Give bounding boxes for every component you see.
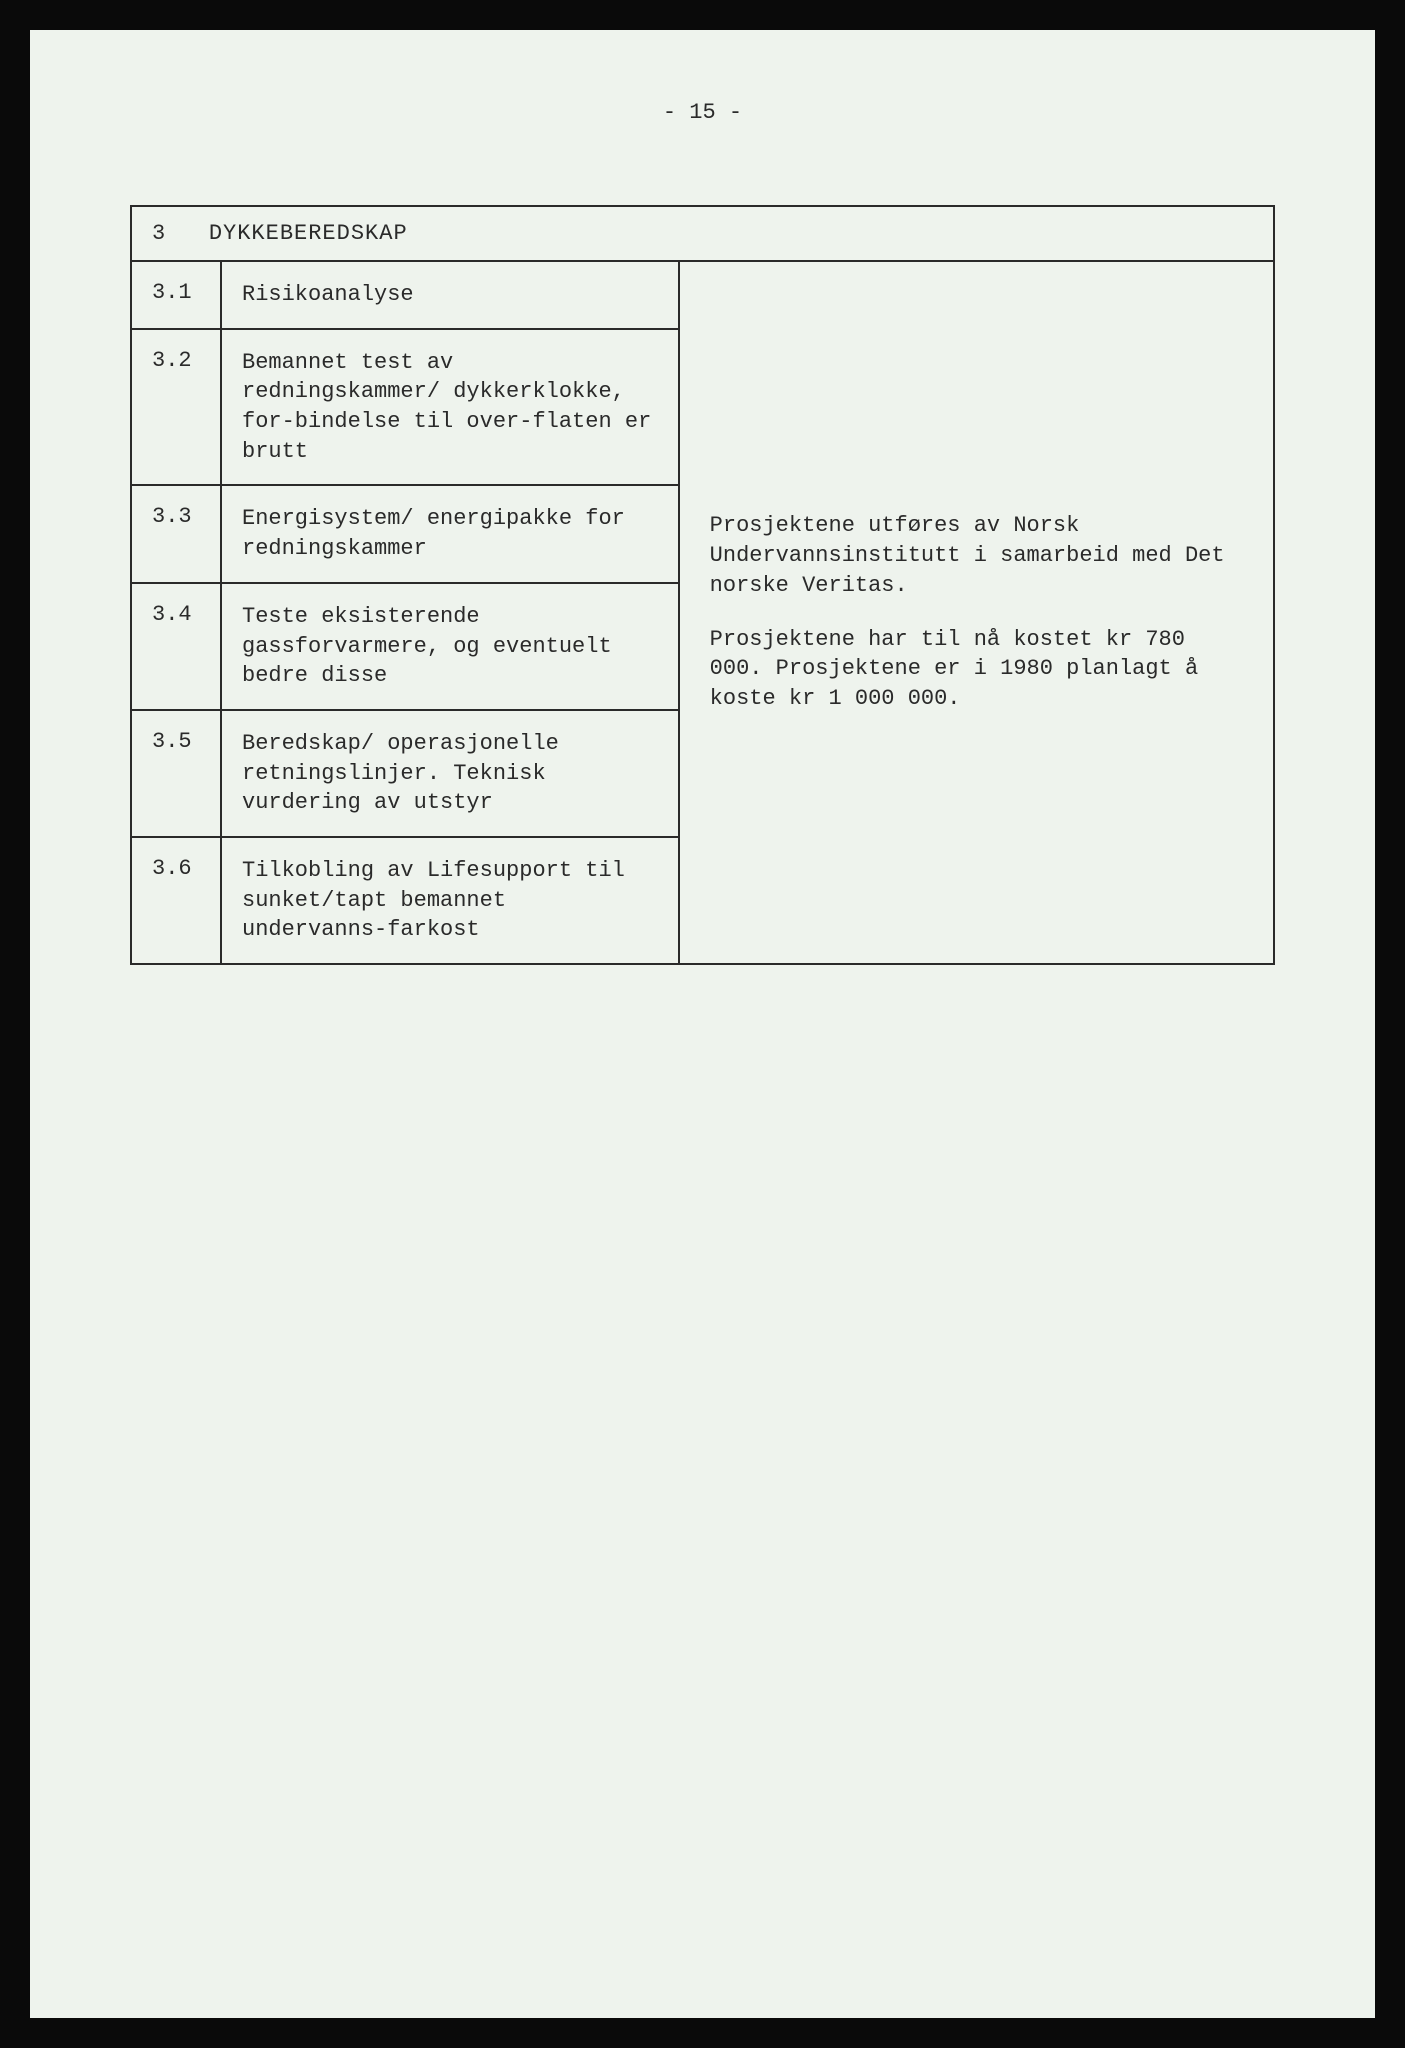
main-table: 3 DYKKEBEREDSKAP 3.1 Risikoanalyse 3.2 B… xyxy=(130,205,1275,965)
row-number: 3.6 xyxy=(132,838,222,963)
row-number: 3.3 xyxy=(132,486,222,581)
row-content: Teste eksisterende gassforvarmere, og ev… xyxy=(222,584,678,709)
row-number: 3.4 xyxy=(132,584,222,709)
row-number: 3.1 xyxy=(132,262,222,328)
section-number: 3 xyxy=(152,221,166,246)
table-row: 3.1 Risikoanalyse xyxy=(132,262,678,330)
table-row: 3.4 Teste eksisterende gassforvarmere, o… xyxy=(132,584,678,711)
row-content: Energisystem/ energipakke for redningska… xyxy=(222,486,678,581)
row-number: 3.5 xyxy=(132,711,222,836)
content-area: 3.1 Risikoanalyse 3.2 Bemannet test av r… xyxy=(132,262,1273,963)
page-number: - 15 - xyxy=(120,100,1285,125)
right-paragraph-1: Prosjektene utføres av Norsk Undervannsi… xyxy=(710,511,1243,600)
section-header: 3 DYKKEBEREDSKAP xyxy=(132,207,1273,262)
right-column: Prosjektene utføres av Norsk Undervannsi… xyxy=(680,262,1273,963)
table-row: 3.5 Beredskap/ operasjonelle retningslin… xyxy=(132,711,678,838)
row-content: Risikoanalyse xyxy=(222,262,678,328)
right-paragraph-2: Prosjektene har til nå kostet kr 780 000… xyxy=(710,625,1243,714)
document-page: - 15 - 3 DYKKEBEREDSKAP 3.1 Risikoanalys… xyxy=(30,30,1375,2018)
left-column: 3.1 Risikoanalyse 3.2 Bemannet test av r… xyxy=(132,262,680,963)
table-row: 3.6 Tilkobling av Lifesupport til sunket… xyxy=(132,838,678,963)
row-number: 3.2 xyxy=(132,330,222,485)
row-content: Beredskap/ operasjonelle retningslinjer.… xyxy=(222,711,678,836)
section-title: DYKKEBEREDSKAP xyxy=(209,221,408,246)
table-row: 3.3 Energisystem/ energipakke for rednin… xyxy=(132,486,678,583)
row-content: Bemannet test av redningskammer/ dykkerk… xyxy=(222,330,678,485)
row-content: Tilkobling av Lifesupport til sunket/tap… xyxy=(222,838,678,963)
table-row: 3.2 Bemannet test av redningskammer/ dyk… xyxy=(132,330,678,487)
